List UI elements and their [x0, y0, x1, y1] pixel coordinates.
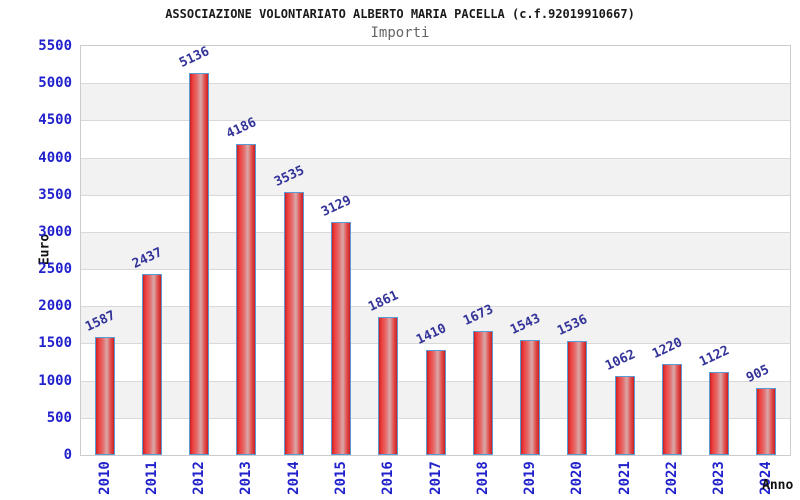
bar-2012 [189, 73, 209, 455]
bar-2011 [142, 274, 162, 455]
background-band [81, 269, 790, 306]
x-tick-label-2023: 2023 [711, 461, 727, 495]
bar-2017 [426, 350, 446, 455]
x-axis-title: Anno [762, 478, 794, 493]
bar-2019 [520, 340, 540, 455]
background-band [81, 231, 790, 270]
gridline [81, 120, 790, 122]
bar-2013 [236, 144, 256, 455]
y-tick-label: 0 [63, 447, 72, 463]
chart-subtitle: Importi [370, 25, 430, 41]
y-tick-label: 1500 [38, 335, 72, 351]
gridline [81, 83, 790, 85]
bar-2022 [662, 364, 682, 455]
background-band [81, 195, 790, 232]
x-tick-label-2021: 2021 [617, 461, 633, 495]
x-tick-label-2010: 2010 [97, 461, 113, 495]
bar-2023 [709, 372, 729, 455]
y-tick-label: 2000 [38, 298, 72, 314]
plot-area: 1587 2437 5136 4186 3535 3129 1861 1410 1673 1543… [80, 44, 791, 456]
y-tick-label: 4500 [38, 112, 72, 128]
x-tick-label-2015: 2015 [333, 461, 349, 495]
gridline [81, 343, 790, 345]
y-tick-label: 2500 [38, 261, 72, 277]
background-band [81, 83, 790, 121]
y-tick-label: 500 [46, 410, 72, 426]
y-tick-label: 5500 [38, 38, 72, 54]
x-tick-label-2018: 2018 [475, 461, 491, 495]
x-tick-label-2017: 2017 [428, 461, 444, 495]
y-tick-label: 4000 [38, 150, 72, 166]
y-tick-label: 3000 [38, 224, 72, 240]
bar-2014 [284, 192, 304, 455]
bar-2016 [378, 317, 398, 455]
y-tick-label: 1000 [38, 373, 72, 389]
bar-2010 [95, 337, 115, 455]
background-band [81, 120, 790, 157]
gridline [81, 194, 790, 196]
gridline [81, 231, 790, 233]
x-tick-label-2013: 2013 [238, 461, 254, 495]
x-tick-label-2011: 2011 [144, 461, 160, 495]
x-tick-label-2014: 2014 [286, 461, 302, 495]
gridline [81, 269, 790, 271]
chart-title: ASSOCIAZIONE VOLONTARIATO ALBERTO MARIA … [165, 7, 635, 21]
y-tick-label: 3500 [38, 187, 72, 203]
x-tick-label-2012: 2012 [191, 461, 207, 495]
gridline [81, 306, 790, 308]
x-tick-label-2019: 2019 [522, 461, 538, 495]
x-tick-label-2022: 2022 [664, 461, 680, 495]
x-tick-label-2020: 2020 [569, 461, 585, 495]
bar-2020 [567, 341, 587, 455]
x-tick-label-2016: 2016 [380, 461, 396, 495]
background-band [81, 157, 790, 195]
gridline [81, 157, 790, 159]
bar-2018 [473, 331, 493, 455]
bar-2021 [615, 376, 635, 455]
bar-2024 [756, 388, 776, 455]
y-tick-label: 5000 [38, 75, 72, 91]
bar-2015 [331, 222, 351, 455]
